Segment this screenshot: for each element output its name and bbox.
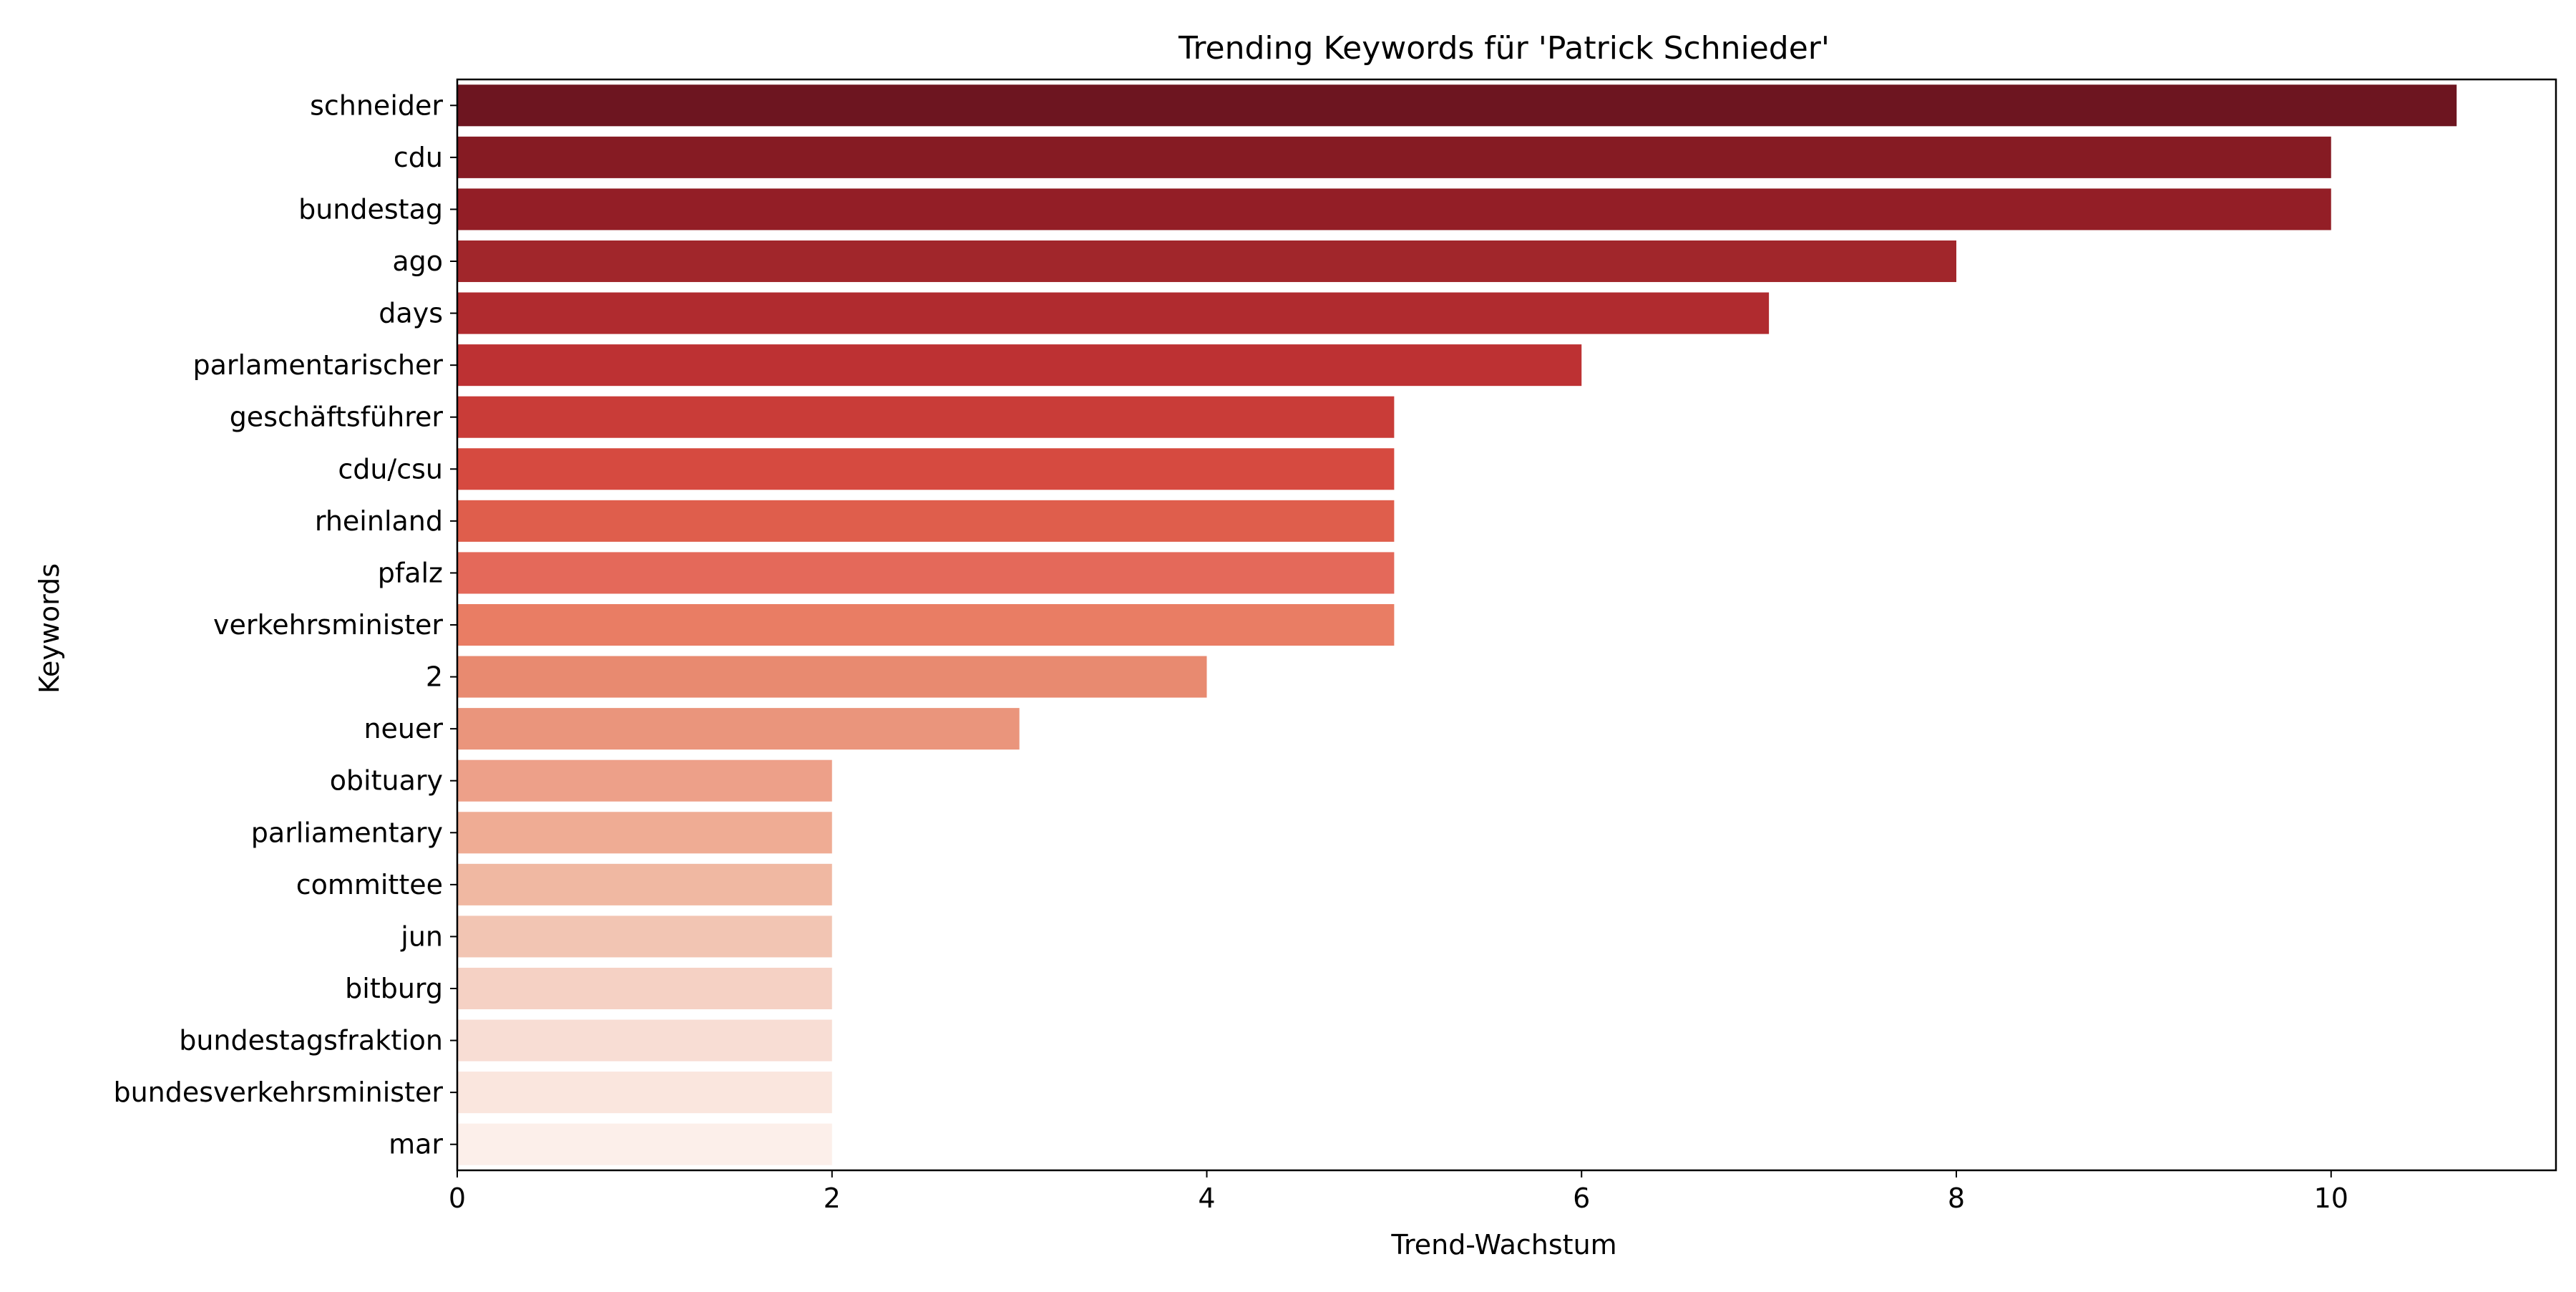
y-tick-label: geschäftsführer — [230, 402, 444, 433]
bar-bundestagsfraktion — [457, 1019, 832, 1062]
plot-frame — [456, 78, 2557, 1172]
bar-cdu — [457, 136, 2331, 178]
x-tick-label: 6 — [1573, 1182, 1590, 1214]
bar-bundesverkehrsminister — [457, 1072, 832, 1114]
y-tick-label: bundesverkehrsminister — [113, 1077, 443, 1108]
x-tick-label: 8 — [1948, 1182, 1965, 1214]
chart-title: Trending Keywords für 'Patrick Schnieder… — [1178, 30, 1830, 67]
x-tick-label: 4 — [1198, 1182, 1215, 1214]
bar-bitburg — [457, 967, 832, 1010]
y-tick-label: bundestag — [298, 193, 443, 225]
y-ticks-group: schneider cdu bundestag ago days parlamentari… — [113, 89, 457, 1160]
y-tick-label: 2 — [426, 661, 443, 693]
bar-committee — [457, 863, 832, 905]
bar-mar — [457, 1123, 832, 1165]
bar-jun — [457, 915, 832, 958]
bar-cdu/csu — [457, 448, 1395, 490]
bar-ago — [457, 240, 1956, 283]
bar-parlamentarischer — [457, 344, 1582, 387]
bar-parliamentary — [457, 812, 832, 854]
y-tick-label: parlamentarischer — [193, 349, 444, 381]
y-tick-label: ago — [392, 246, 443, 277]
y-tick-label: committee — [296, 869, 443, 900]
bar-bundestag — [457, 188, 2331, 230]
y-tick-label: parliamentary — [251, 817, 443, 848]
x-tick-label: 0 — [449, 1182, 466, 1214]
y-tick-label: cdu/csu — [338, 453, 443, 485]
bar-2 — [457, 656, 1207, 698]
bar-rheinland — [457, 500, 1395, 542]
bars-group — [457, 84, 2457, 1165]
y-tick-label: obituary — [330, 765, 443, 797]
y-tick-label: bundestagsfraktion — [179, 1025, 443, 1057]
x-tick-label: 2 — [824, 1182, 841, 1214]
y-tick-label: pfalz — [378, 557, 443, 588]
y-tick-label: days — [379, 298, 443, 329]
bar-verkehrsminister — [457, 603, 1395, 646]
y-axis-label: Keywords — [34, 563, 65, 694]
y-tick-label: mar — [389, 1129, 443, 1160]
bar-neuer — [457, 708, 1020, 750]
x-axis-label: Trend-Wachstum — [1390, 1229, 1616, 1261]
y-tick-label: cdu — [394, 142, 443, 173]
bar-schneider — [457, 84, 2457, 127]
y-tick-label: jun — [400, 921, 443, 952]
x-tick-label: 10 — [2314, 1182, 2348, 1214]
x-ticks-group: 0 2 4 6 8 10 — [449, 1170, 2348, 1214]
y-tick-label: bitburg — [345, 973, 443, 1004]
y-tick-label: schneider — [310, 89, 443, 121]
y-tick-label: neuer — [364, 713, 443, 744]
bar-obituary — [457, 759, 832, 802]
y-tick-label: verkehrsminister — [213, 609, 443, 641]
bar-pfalz — [457, 552, 1395, 594]
y-tick-label: rheinland — [315, 505, 443, 537]
bar-days — [457, 292, 1770, 334]
bar-geschäftsführer — [457, 396, 1395, 438]
